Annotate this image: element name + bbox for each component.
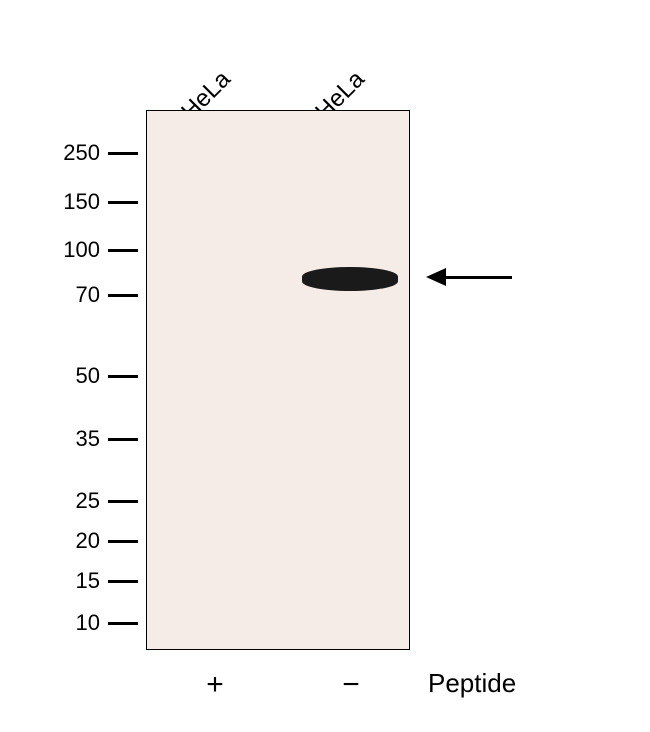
marker-label: 100: [50, 237, 100, 263]
marker-label: 20: [50, 528, 100, 554]
arrow-line: [444, 276, 512, 279]
protein-band: [302, 267, 398, 291]
marker-tick: [108, 500, 138, 503]
peptide-label: Peptide: [428, 668, 516, 699]
marker-tick: [108, 249, 138, 252]
marker-label: 15: [50, 568, 100, 594]
marker-label: 25: [50, 488, 100, 514]
marker-tick: [108, 152, 138, 155]
arrow-head-icon: [426, 268, 446, 286]
western-blot-figure: HeLa HeLa 250 150 100 70 50 35 25 20 15 …: [0, 0, 650, 732]
condition-minus: −: [336, 668, 366, 702]
marker-tick: [108, 622, 138, 625]
marker-tick: [108, 201, 138, 204]
marker-label: 250: [50, 140, 100, 166]
marker-label: 50: [50, 363, 100, 389]
marker-tick: [108, 438, 138, 441]
marker-label: 70: [50, 282, 100, 308]
marker-label: 35: [50, 426, 100, 452]
condition-plus: +: [200, 668, 230, 702]
blot-membrane: [146, 110, 410, 650]
marker-tick: [108, 375, 138, 378]
marker-tick: [108, 294, 138, 297]
marker-label: 10: [50, 610, 100, 636]
marker-tick: [108, 580, 138, 583]
marker-tick: [108, 540, 138, 543]
marker-label: 150: [50, 189, 100, 215]
